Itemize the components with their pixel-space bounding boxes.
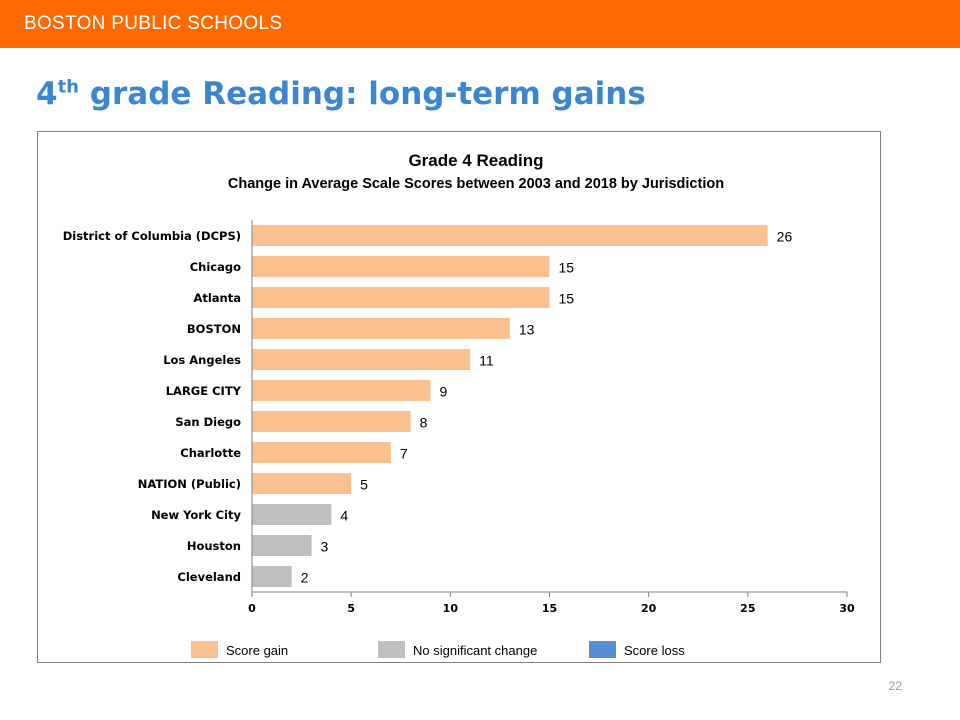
legend-label: Score loss [624, 643, 685, 658]
category-label: Los Angeles [163, 353, 241, 367]
x-tick-label: 10 [443, 602, 459, 615]
category-label: Chicago [190, 260, 241, 274]
bar [252, 411, 411, 432]
bar [252, 504, 332, 525]
category-label: LARGE CITY [166, 384, 242, 398]
value-label: 2 [301, 570, 309, 586]
org-name: BOSTON PUBLIC SCHOOLS [24, 13, 283, 34]
legend-swatch [191, 641, 218, 658]
value-label: 4 [340, 508, 348, 524]
bar-chart: Grade 4 Reading Change in Average Scale S… [63, 151, 855, 658]
bar [252, 566, 292, 587]
category-label: NATION (Public) [138, 477, 241, 491]
legend-swatch [589, 641, 616, 658]
value-label: 5 [360, 477, 368, 493]
category-label: Cleveland [177, 570, 241, 584]
bar [252, 225, 768, 246]
category-label: San Diego [175, 415, 241, 429]
value-label: 15 [559, 260, 575, 276]
legend-swatch [378, 641, 405, 658]
category-label: Houston [187, 539, 241, 553]
legend-label: No significant change [413, 643, 537, 658]
value-label: 11 [479, 353, 494, 369]
value-label: 13 [519, 322, 535, 338]
chart-subtitle: Change in Average Scale Scores between 2… [228, 176, 724, 192]
category-label: Atlanta [193, 291, 241, 305]
value-label: 8 [420, 415, 428, 431]
category-label: District of Columbia (DCPS) [63, 229, 241, 243]
bar [252, 442, 391, 463]
bar [252, 380, 431, 401]
bar [252, 349, 471, 370]
x-tick-label: 30 [839, 602, 855, 615]
x-tick-label: 0 [248, 602, 256, 615]
bar [252, 256, 550, 277]
chart-title: Grade 4 Reading [408, 151, 543, 170]
value-label: 7 [400, 446, 408, 462]
value-label: 26 [777, 229, 793, 245]
category-label: New York City [151, 508, 241, 522]
bar [252, 318, 510, 339]
page-number: 22 [888, 679, 902, 693]
x-tick-label: 20 [641, 602, 657, 615]
x-tick-label: 15 [542, 602, 557, 615]
category-label: Charlotte [180, 446, 241, 460]
category-label: BOSTON [187, 322, 241, 336]
x-tick-label: 25 [740, 602, 755, 615]
bar [252, 535, 312, 556]
x-tick-label: 5 [347, 602, 355, 615]
title-text: grade Reading: long-term gains [79, 76, 646, 112]
legend-label: Score gain [226, 643, 288, 658]
value-label: 9 [440, 384, 448, 400]
header-bar: BOSTON PUBLIC SCHOOLS [0, 0, 960, 48]
bar [252, 287, 550, 308]
value-label: 3 [321, 539, 329, 555]
slide-title: 4th grade Reading: long-term gains [36, 74, 646, 114]
title-number: 4 [36, 76, 58, 112]
value-label: 15 [559, 291, 575, 307]
bar [252, 473, 352, 494]
title-superscript: th [57, 76, 79, 98]
chart-container: Grade 4 Reading Change in Average Scale S… [37, 131, 881, 663]
